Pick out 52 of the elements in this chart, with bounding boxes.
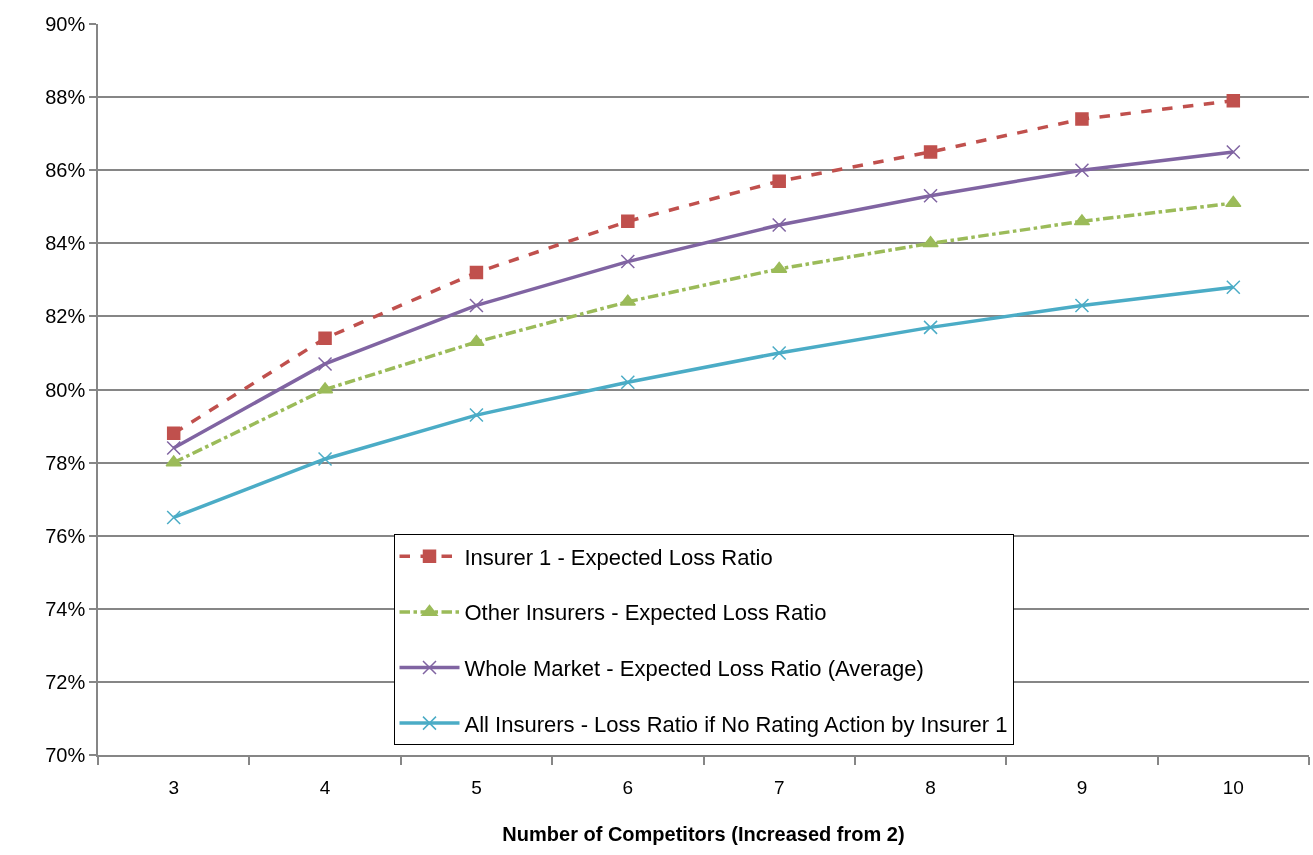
point: [772, 174, 786, 188]
x-tick-label: 6: [622, 776, 634, 798]
x-tick-label: 9: [1076, 776, 1088, 798]
point: [166, 440, 181, 456]
point: [1075, 112, 1089, 126]
point: [166, 426, 181, 441]
point: [923, 320, 938, 335]
point: [923, 188, 938, 204]
point: [317, 451, 333, 467]
x-tick-label: 8: [925, 776, 936, 798]
point: [1226, 94, 1241, 108]
point: [318, 331, 332, 346]
point: [620, 254, 636, 269]
legend-label: All Insurers - Loss Ratio if No Rating Action by Insurer 1: [464, 711, 1008, 737]
point: [621, 214, 635, 229]
point: [1225, 195, 1242, 208]
point: [620, 374, 636, 390]
point: [771, 345, 787, 361]
point: [469, 298, 484, 313]
legend-label: Whole Market - Expected Loss Ratio (Average): [464, 656, 924, 682]
x-tick-label: 7: [773, 776, 785, 798]
y-tick-label: 72%: [45, 670, 86, 693]
point: [165, 455, 182, 467]
point: [923, 145, 938, 159]
point: [469, 265, 484, 280]
point: [469, 407, 484, 423]
point: [922, 236, 939, 248]
y-tick-label: 80%: [45, 378, 86, 401]
point: [317, 356, 333, 372]
x-tick-label: 3: [168, 776, 179, 798]
y-tick-label: 70%: [45, 744, 86, 766]
point: [166, 510, 181, 525]
point: [771, 217, 787, 233]
legend-label: Insurer 1 - Expected Loss Ratio: [464, 544, 773, 570]
y-tick-label: 76%: [45, 524, 86, 547]
y-tick-label: 84%: [45, 232, 86, 255]
point: [1074, 298, 1090, 313]
x-tick-label: 4: [319, 776, 331, 798]
point: [1226, 279, 1241, 295]
y-tick-label: 88%: [45, 86, 86, 109]
point: [1226, 144, 1241, 160]
point: [1074, 162, 1090, 178]
y-tick-label: 74%: [45, 597, 86, 620]
point: [468, 334, 485, 346]
legend-label: Other Insurers - Expected Loss Ratio: [464, 600, 827, 626]
y-tick-label: 82%: [45, 305, 86, 328]
x-tick-label: 5: [471, 776, 482, 798]
y-tick-label: 78%: [45, 451, 86, 474]
y-tick-label: 86%: [45, 159, 86, 182]
x-axis-title: Number of Competitors (Increased from 2): [502, 822, 905, 845]
x-tick-label: 10: [1222, 776, 1244, 798]
y-tick-label: 90%: [45, 13, 86, 35]
